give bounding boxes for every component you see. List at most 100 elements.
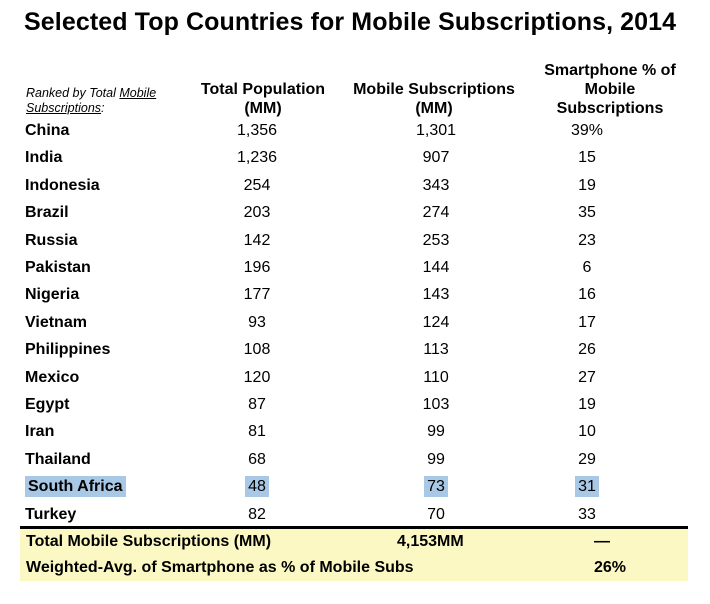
smartphone-pct-value-cell: 31: [547, 476, 627, 498]
subscriptions-value-cell: 103: [396, 396, 476, 414]
rank-note-text: Ranked by Total Mobile Subscriptions:: [26, 86, 157, 115]
country-name: Mexico: [25, 368, 80, 386]
country-name-cell: South Africa: [25, 476, 126, 498]
smartphone-pct-value-cell: 33: [547, 506, 627, 524]
country-name-cell: Philippines: [25, 341, 110, 359]
subscriptions-value: 73: [424, 476, 448, 498]
subscriptions-value: 144: [422, 259, 450, 276]
country-name: Brazil: [25, 204, 69, 222]
country-name: Russia: [25, 231, 78, 249]
country-name: Egypt: [25, 396, 70, 413]
population-value: 48: [245, 476, 269, 498]
population-value-cell: 120: [217, 369, 297, 387]
summary-weighted-label: Weighted-Avg. of Smartphone as % of Mobi…: [26, 559, 414, 576]
smartphone-pct-value-cell: 10: [547, 423, 627, 441]
population-value: 1,356: [236, 122, 278, 139]
population-value: 196: [243, 259, 271, 276]
rank-note-underline: Mobile Subscriptions: [26, 86, 157, 115]
table-row: Vietnam 93 124 17: [20, 310, 688, 336]
country-name: Thailand: [25, 450, 91, 468]
country-name: Nigeria: [25, 286, 80, 304]
smartphone-pct-value: 17: [578, 313, 596, 331]
country-name: Pakistan: [25, 259, 91, 276]
country-name-cell: Egypt: [25, 396, 69, 414]
smartphone-pct-value: 31: [575, 476, 599, 498]
subscriptions-value-cell: 907: [396, 149, 476, 167]
smartphone-pct-value: 39%: [570, 122, 604, 139]
subscriptions-value: 103: [422, 396, 450, 413]
population-value-cell: 82: [217, 506, 297, 524]
table-row: South Africa 48 73 31: [20, 474, 688, 500]
country-name-cell: Mexico: [25, 369, 79, 387]
subscriptions-value-cell: 73: [396, 476, 476, 498]
subscriptions-value: 253: [422, 231, 450, 249]
population-value-cell: 68: [217, 451, 297, 469]
population-value: 93: [248, 313, 266, 331]
country-name: Vietnam: [25, 313, 87, 331]
country-name-cell: Pakistan: [25, 259, 91, 277]
population-value-cell: 142: [217, 232, 297, 250]
smartphone-pct-value: 26: [578, 341, 596, 359]
smartphone-pct-value: 15: [578, 149, 596, 167]
subscriptions-value: 343: [422, 176, 450, 194]
population-value: 120: [243, 368, 271, 386]
population-value-cell: 81: [217, 423, 297, 441]
smartphone-pct-value-cell: 17: [547, 314, 627, 332]
table-row: Pakistan 196 144 6: [20, 255, 688, 281]
subscriptions-value: 907: [422, 149, 450, 167]
subscriptions-value-cell: 253: [396, 232, 476, 250]
country-name-cell: Thailand: [25, 451, 91, 469]
smartphone-pct-value: 33: [578, 505, 596, 523]
smartphone-pct-value-cell: 16: [547, 286, 627, 304]
population-value-cell: 108: [217, 341, 297, 359]
smartphone-pct-value: 29: [578, 450, 596, 468]
population-value: 142: [243, 231, 271, 249]
smartphone-pct-value: 10: [578, 423, 596, 441]
summary-row-weighted: Weighted-Avg. of Smartphone as % of Mobi…: [20, 555, 688, 581]
country-name: Turkey: [25, 505, 77, 523]
population-value-cell: 203: [217, 204, 297, 222]
col-header-smartphone: Smartphone % of Mobile Subscriptions: [535, 61, 685, 118]
smartphone-pct-value-cell: 15: [547, 149, 627, 167]
subscriptions-value-cell: 99: [396, 451, 476, 469]
smartphone-pct-value: 16: [578, 286, 596, 304]
smartphone-pct-value: 35: [578, 204, 596, 222]
subscriptions-value-cell: 274: [396, 204, 476, 222]
subscriptions-value-cell: 124: [396, 314, 476, 332]
smartphone-pct-value-cell: 6: [547, 259, 627, 277]
subscriptions-value-cell: 113: [396, 341, 476, 359]
country-name-cell: Nigeria: [25, 286, 79, 304]
population-value-cell: 87: [217, 396, 297, 414]
smartphone-pct-value-cell: 26: [547, 341, 627, 359]
col-header-population-text: Total Population (MM): [200, 81, 326, 117]
subscriptions-value: 99: [427, 450, 445, 468]
smartphone-pct-value: 23: [578, 231, 596, 249]
country-name-cell: Indonesia: [25, 177, 100, 195]
summary-total-label: Total Mobile Subscriptions (MM): [26, 533, 272, 550]
table-row: Indonesia 254 343 19: [20, 173, 688, 199]
table-row: Egypt 87 103 19: [20, 392, 688, 418]
country-name: Indonesia: [25, 176, 100, 194]
population-value-cell: 196: [217, 259, 297, 277]
col-header-smartphone-text: Smartphone % of Mobile Subscriptions: [544, 62, 676, 117]
subscriptions-value-cell: 143: [396, 286, 476, 304]
table-row: Iran 81 99 10: [20, 419, 688, 445]
population-value-cell: 93: [217, 314, 297, 332]
subscriptions-value: 274: [422, 204, 450, 222]
population-value-cell: 48: [217, 476, 297, 498]
subscriptions-value-cell: 99: [396, 423, 476, 441]
summary-row-total: Total Mobile Subscriptions (MM) 4,153MM …: [20, 529, 688, 555]
smartphone-pct-value: 19: [578, 396, 596, 413]
population-value-cell: 1,236: [217, 149, 297, 167]
population-value: 87: [248, 396, 266, 413]
population-value-cell: 177: [217, 286, 297, 304]
country-name: Philippines: [25, 341, 111, 359]
country-name-cell: India: [25, 149, 62, 167]
population-value: 1,236: [236, 149, 278, 167]
population-value: 68: [248, 450, 266, 468]
subscriptions-value-cell: 110: [396, 369, 476, 387]
smartphone-pct-value-cell: 39%: [547, 122, 627, 140]
population-value: 108: [243, 341, 271, 359]
subscriptions-value-cell: 1,301: [396, 122, 476, 140]
country-name: South Africa: [25, 476, 126, 498]
